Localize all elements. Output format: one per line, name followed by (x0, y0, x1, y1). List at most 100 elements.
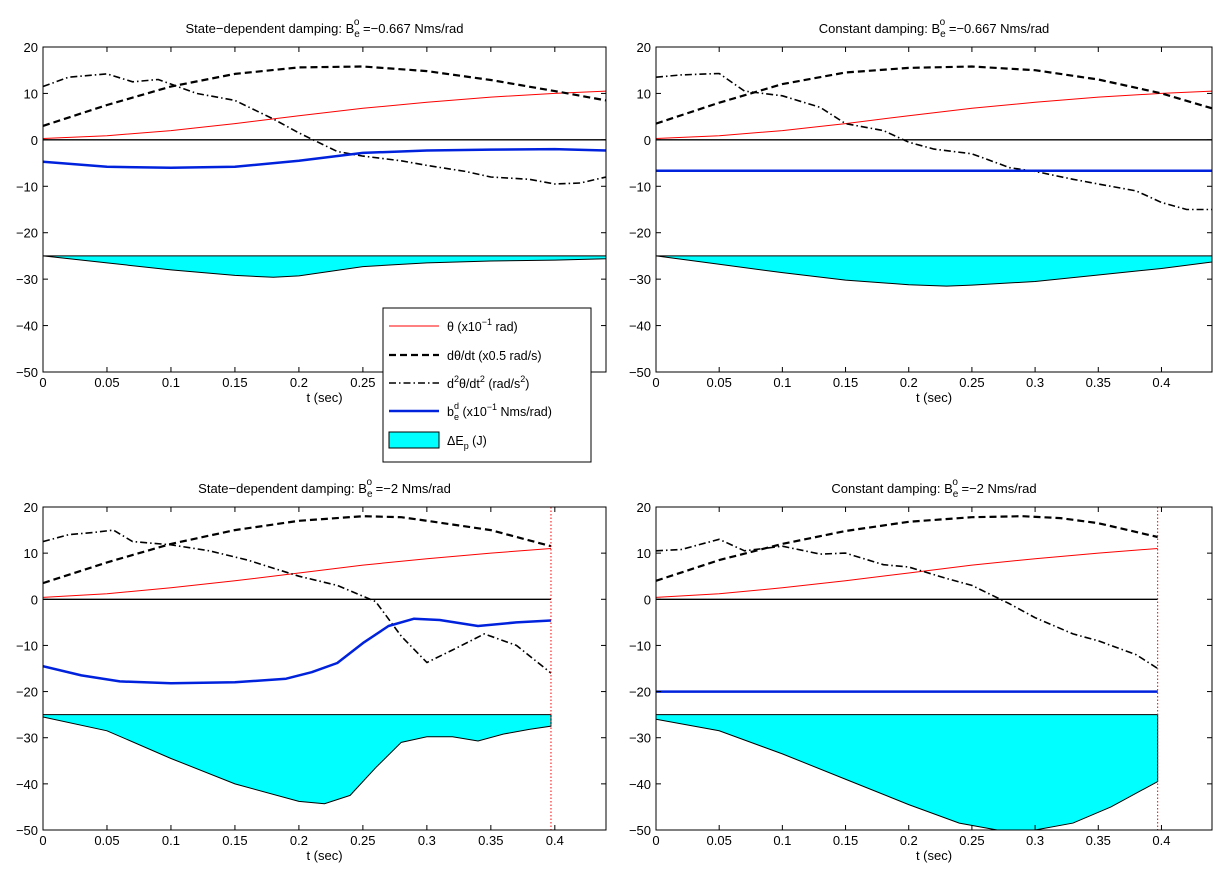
series-dtheta (43, 65, 606, 127)
y-tick-label: 10 (24, 86, 38, 101)
legend-label-theta: θ (x10−1 rad) (447, 317, 518, 334)
x-tick-label: 0 (39, 833, 46, 848)
legend-tail: (J) (469, 434, 487, 448)
x-tick-label: 0.3 (1026, 375, 1044, 390)
y-tick-label: −20 (16, 685, 38, 700)
x-tick-label: 0.35 (1086, 833, 1111, 848)
x-tick-label: 0.25 (350, 833, 375, 848)
legend-label-energy: ΔEp (J) (447, 434, 487, 451)
legend-sup: −1 (482, 317, 492, 327)
title-main: State−dependent damping: B (186, 21, 355, 36)
x-tick-label: 0.1 (773, 375, 791, 390)
x-tick-label: 0.15 (222, 833, 247, 848)
x-tick-label: 0 (652, 833, 659, 848)
x-axis-label: t (sec) (916, 848, 952, 863)
title-subscript: e (367, 489, 373, 500)
y-tick-label: 20 (637, 500, 651, 515)
chart-title: State−dependent damping: Beo =−0.667 Nms… (186, 17, 464, 40)
series-dtheta (656, 65, 1212, 125)
legend-text-part: ΔE (447, 434, 464, 448)
chart-title: Constant damping: Beo =−0.667 Nms/rad (819, 17, 1050, 40)
x-tick-label: 0.3 (1026, 833, 1044, 848)
x-axis-label: t (sec) (306, 848, 342, 863)
y-tick-label: 10 (637, 86, 651, 101)
title-main: Constant damping: B (831, 481, 952, 496)
title-subscript: e (953, 489, 959, 500)
legend-mid: θ/dt (459, 377, 480, 391)
x-tick-label: 0 (652, 375, 659, 390)
legend-swatch-energy (388, 431, 440, 449)
series-dtheta (656, 515, 1158, 582)
legend-sup2: 2 (480, 374, 485, 384)
title-tail: =−2 Nms/rad (958, 481, 1037, 496)
x-tick-label: 0.05 (94, 375, 119, 390)
x-tick-label: 0.2 (290, 833, 308, 848)
series-ddtheta (43, 73, 606, 185)
axes-frame (42, 46, 607, 373)
x-tick-label: 0.4 (1152, 375, 1170, 390)
legend-tail: (rad/s (485, 377, 520, 391)
panel-4: Constant damping: Beo =−2 Nms/rad 0 0.05 0.… (629, 477, 1213, 863)
x-tick-label: 0.05 (707, 375, 732, 390)
legend-text-part: b (447, 405, 454, 419)
x-tick-label: 0.2 (290, 375, 308, 390)
x-tick-label: 0.05 (707, 833, 732, 848)
series-theta (43, 90, 606, 139)
legend-sub: p (464, 441, 469, 451)
x-tick-label: 0.35 (1086, 375, 1111, 390)
y-tick-label: 20 (24, 500, 38, 515)
chart-title: Constant damping: Beo =−2 Nms/rad (831, 477, 1036, 500)
series-ddtheta (656, 72, 1212, 211)
chart-title: State−dependent damping: Beo =−2 Nms/rad (198, 477, 451, 500)
legend-label-ddtheta: d2θ/dt2 (rad/s2) (447, 374, 529, 391)
title-main: Constant damping: B (819, 21, 940, 36)
y-tick-label: −20 (16, 226, 38, 241)
y-tick-label: 0 (31, 592, 38, 607)
series-theta (656, 90, 1212, 139)
y-tick-label: −40 (16, 319, 38, 334)
x-tick-label: 0.1 (773, 833, 791, 848)
x-axis-label: t (sec) (916, 390, 952, 405)
title-subscript: e (940, 29, 946, 40)
legend-sup2: −1 (487, 402, 497, 412)
y-tick-label: −40 (629, 777, 651, 792)
y-tick-label: −20 (629, 685, 651, 700)
x-tick-label: 0.25 (350, 375, 375, 390)
legend-label-damping: bed (x10−1 Nms/rad) (447, 401, 552, 422)
y-tick-label: −10 (629, 638, 651, 653)
x-tick-label: 0.2 (900, 375, 918, 390)
x-tick-label: 0.25 (959, 833, 984, 848)
series-theta (656, 548, 1158, 598)
y-tick-label: −50 (16, 365, 38, 380)
y-tick-label: −10 (629, 179, 651, 194)
x-tick-label: 0.1 (162, 375, 180, 390)
y-tick-label: −40 (629, 319, 651, 334)
legend-text-part: θ (x10 (447, 320, 482, 334)
y-tick-label: −10 (16, 179, 38, 194)
title-subscript: e (354, 29, 360, 40)
legend-text-part: d (447, 377, 454, 391)
y-tick-label: −30 (16, 272, 38, 287)
x-tick-label: 0.15 (833, 833, 858, 848)
legend-tail: rad) (492, 320, 518, 334)
energy-area (43, 255, 606, 278)
y-tick-label: −50 (629, 823, 651, 838)
y-tick-label: 10 (24, 546, 38, 561)
axes-frame (655, 506, 1213, 831)
x-tick-label: 0.15 (222, 375, 247, 390)
title-superscript: o (952, 477, 958, 488)
x-tick-label: 0.05 (94, 833, 119, 848)
x-tick-label: 0.4 (1152, 833, 1170, 848)
legend-sup3: 2 (520, 374, 525, 384)
plot-area (43, 65, 606, 278)
x-tick-label: 0.4 (546, 833, 564, 848)
y-tick-label: 0 (644, 133, 651, 148)
title-tail: =−2 Nms/rad (372, 481, 451, 496)
legend-sup: d (454, 401, 459, 411)
title-tail: =−0.667 Nms/rad (945, 21, 1049, 36)
y-tick-label: −50 (16, 823, 38, 838)
x-tick-label: 0.25 (959, 375, 984, 390)
title-superscript: o (367, 477, 373, 488)
y-tick-label: 10 (637, 546, 651, 561)
series-dtheta (43, 515, 552, 585)
